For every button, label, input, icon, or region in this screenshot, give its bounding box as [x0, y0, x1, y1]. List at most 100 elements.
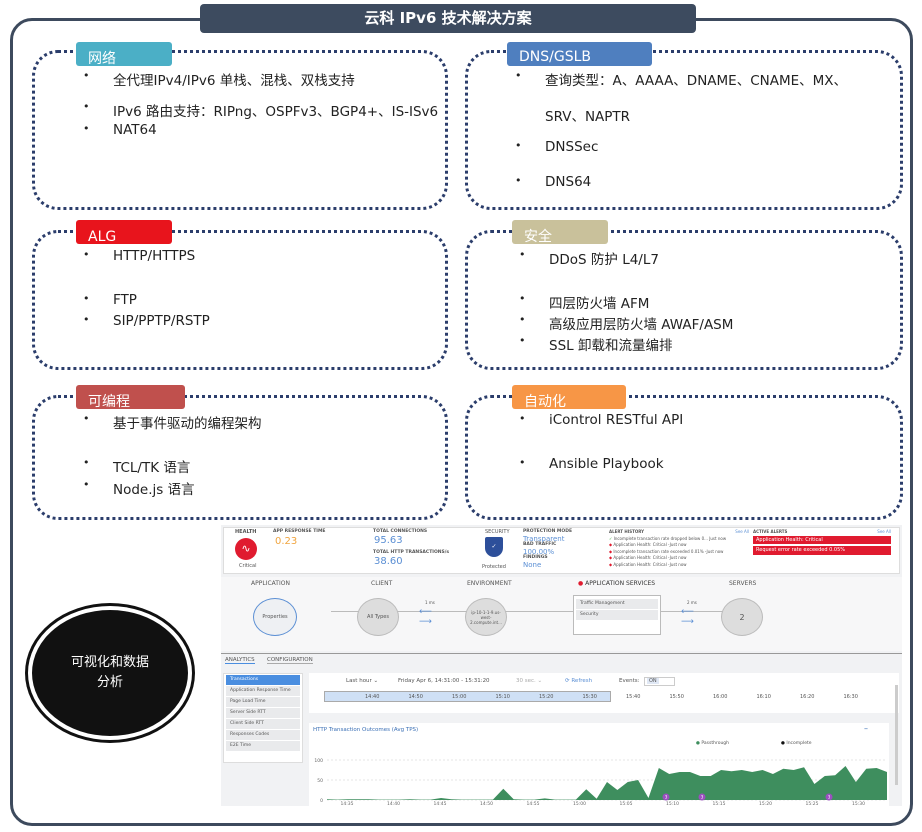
- legend-label: Incomplete: [786, 741, 812, 746]
- y-tick-label: 50: [317, 778, 323, 784]
- feature-item: 查询类型：A、AAAA、DNAME、CNAME、MX、: [515, 69, 847, 89]
- feature-item: Node.js 语言: [83, 478, 194, 498]
- legend-passthrough: ● Passthrough: [696, 741, 729, 746]
- app-services-box[interactable]: Traffic Management Security: [573, 595, 661, 635]
- events-on: ON: [647, 678, 659, 684]
- circle-label: 可视化和数据分析: [70, 655, 149, 690]
- feature-item: SSL 卸载和流量编排: [519, 334, 673, 354]
- http-transactions-label: TOTAL HTTP TRANSACTIONS/s: [373, 550, 450, 555]
- x-tick-label: 14:55: [527, 801, 540, 806]
- timeline-tick: 15:20: [539, 694, 554, 700]
- alert-history: ALERT HISTORY See All ✓ Incomplete transa…: [609, 529, 749, 568]
- http-transactions-value: 38.60: [374, 556, 403, 567]
- feature-item: TCL/TK 语言: [83, 456, 190, 476]
- panel-tag-label: 网络: [88, 51, 116, 66]
- sidebar-item[interactable]: Application Response Time: [226, 686, 300, 696]
- server-arrows-icon: ⟵ ⟶: [681, 607, 694, 627]
- tab-configuration[interactable]: CONFIGURATION: [267, 657, 313, 664]
- alert-dot-icon: ◆: [609, 561, 613, 567]
- active-alert[interactable]: Application Health: Critical: [753, 535, 891, 544]
- feature-item: NAT64: [83, 122, 157, 138]
- event-marker-label: 3: [828, 795, 831, 800]
- panel-tag: 可编程: [76, 385, 185, 409]
- protection-mode-label: PROTECTION MODE: [523, 529, 573, 534]
- refresh-button[interactable]: ⟳ Refresh: [565, 678, 593, 684]
- alert-history-see-all[interactable]: See All: [735, 529, 749, 534]
- feature-item: DNS64: [515, 174, 591, 190]
- panel-tag: ALG: [76, 220, 172, 244]
- connections-value: 95.63: [374, 535, 403, 546]
- timeline-tick: 16:10: [756, 694, 771, 700]
- alert-history-item[interactable]: ◆ Incomplete transaction rate exceeded 0…: [609, 549, 749, 556]
- environment-label: ip-10-1-1-9.us-west-2.compute.int...: [470, 609, 502, 625]
- environment-node[interactable]: ip-10-1-1-9.us-west-2.compute.int...: [465, 598, 507, 636]
- feature-panel: [465, 230, 903, 370]
- panel-tag-label: 可编程: [88, 394, 130, 409]
- active-alerts-label: ACTIVE ALERTS: [753, 529, 788, 534]
- legend-incomplete: ● Incomplete: [781, 741, 812, 746]
- alert-history-item[interactable]: ✓ Incomplete transaction rate dropped be…: [609, 536, 749, 543]
- alert-dot-icon: ◆: [609, 542, 613, 547]
- panel-tag: 网络: [76, 42, 172, 66]
- health-label: HEALTH: [235, 529, 257, 535]
- sidebar-item[interactable]: Responses Codes: [226, 730, 300, 740]
- alert-text: Application Health: Critical -Just now: [613, 561, 687, 567]
- feature-item: SRV、NAPTR: [545, 109, 631, 125]
- time-range-selector[interactable]: [324, 691, 611, 702]
- bad-traffic-value: 100.00%: [523, 547, 555, 556]
- active-alerts: ACTIVE ALERTS See All Application Health:…: [753, 529, 891, 557]
- transactions-area-chart: 0 50 100 14:35 14:40 14:45 14:50 14:55 15:00 15:0…: [314, 758, 887, 806]
- alert-history-item[interactable]: ◆ Application Health: Critical -Just now: [609, 542, 749, 549]
- dashboard-screenshot: HEALTH ∿ Critical APP RESPONSE TIME 0.23…: [221, 525, 902, 806]
- app-response-value: 0.23: [275, 536, 298, 547]
- panel-tag-label: 自动化: [524, 394, 566, 409]
- bad-traffic-label: BAD TRAFFIC: [523, 542, 557, 547]
- properties-node[interactable]: Properties: [253, 598, 297, 636]
- servers-heading: SERVERS: [729, 580, 757, 587]
- servers-node[interactable]: 2: [721, 598, 763, 636]
- protection-block: PROTECTION MODE Transparent BAD TRAFFIC …: [523, 529, 572, 568]
- divider: [221, 653, 902, 654]
- client-heading: CLIENT: [371, 580, 393, 587]
- alert-history-label: ALERT HISTORY: [609, 529, 645, 534]
- client-node[interactable]: All Types: [357, 598, 399, 636]
- server-latency: 2 ms: [687, 600, 697, 605]
- service-traffic-management[interactable]: Traffic Management: [576, 599, 658, 609]
- feature-item: DDoS 防护 L4/L7: [519, 248, 659, 268]
- feature-panel: [465, 50, 903, 210]
- active-alert[interactable]: Request error rate exceeded 0.05%: [753, 546, 891, 555]
- timeline-tick: 15:30: [582, 694, 597, 700]
- sidebar-item[interactable]: Page Load Time: [226, 697, 300, 707]
- sidebar-item[interactable]: Server Side RTT: [226, 708, 300, 718]
- timeline-tick: 16:00: [713, 694, 728, 700]
- panel-tag: 自动化: [512, 385, 626, 409]
- range-dropdown[interactable]: Last hour ⌄: [346, 678, 379, 684]
- timeline-tick: 15:40: [626, 694, 641, 700]
- panel-tag: DNS/GSLB: [507, 42, 652, 66]
- tab-analytics[interactable]: ANALYTICS: [225, 657, 255, 664]
- event-marker-label: 3: [665, 795, 668, 800]
- sidebar-item[interactable]: E2E Time: [226, 741, 300, 751]
- panel-tag: 安全: [512, 220, 608, 244]
- x-tick-label: 14:45: [434, 801, 447, 806]
- y-tick-label: 0: [320, 798, 323, 804]
- environment-heading: ENVIRONMENT: [467, 580, 512, 587]
- alert-history-item[interactable]: ◆ Application Health: Critical -Just now: [609, 555, 749, 562]
- alert-text: Incomplete transaction rate dropped belo…: [613, 535, 727, 541]
- feature-item: HTTP/HTTPS: [83, 248, 195, 264]
- service-security[interactable]: Security: [576, 610, 658, 620]
- security-label: SECURITY: [485, 529, 510, 535]
- visualization-circle: 可视化和数据分析: [28, 606, 192, 740]
- interval-dropdown[interactable]: 30 sec. ⌄: [516, 678, 543, 684]
- feature-item: 高级应用层防火墙 AWAF/ASM: [519, 313, 733, 333]
- x-tick-label: 15:05: [620, 801, 633, 806]
- sidebar-item[interactable]: Transactions: [226, 675, 300, 685]
- active-alerts-see-all[interactable]: See All: [877, 529, 891, 534]
- collapse-icon[interactable]: –: [864, 724, 868, 733]
- events-toggle[interactable]: ON: [644, 677, 675, 686]
- scrollbar[interactable]: [895, 685, 898, 785]
- x-tick-label: 15:15: [713, 801, 726, 806]
- sidebar-item[interactable]: Client Side RTT: [226, 719, 300, 729]
- alert-history-item[interactable]: ◆ Application Health: Critical -Just now: [609, 562, 749, 569]
- analytics-sidebar: Transactions Application Response Time Pag…: [223, 673, 303, 763]
